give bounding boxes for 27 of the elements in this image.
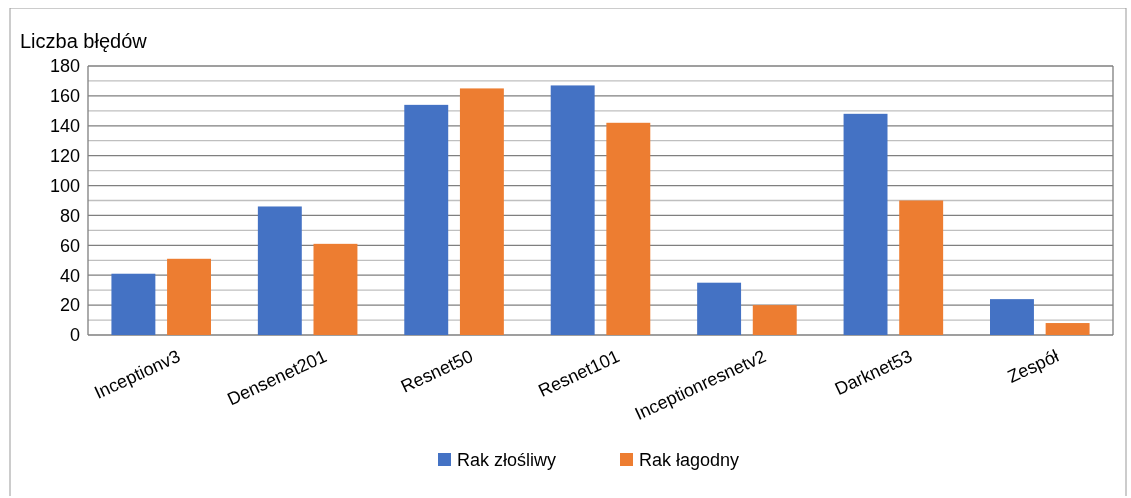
legend-label: Rak łagodny <box>639 450 740 471</box>
y-tick-label: 20 <box>59 295 80 316</box>
bar <box>167 258 211 335</box>
y-tick-label: 80 <box>59 205 80 226</box>
bar <box>697 282 742 335</box>
y-tick-label: 60 <box>59 235 80 256</box>
y-tick-label: 100 <box>49 175 80 196</box>
bar <box>606 122 651 335</box>
bar <box>550 85 595 335</box>
y-tick-label: 140 <box>49 116 80 137</box>
bar <box>257 206 302 335</box>
y-axis-title: Liczba błędów <box>20 30 148 52</box>
bar <box>899 200 944 335</box>
y-tick-label: 40 <box>59 265 80 286</box>
bar <box>1045 323 1090 335</box>
legend-label: Rak złośliwy <box>457 450 557 471</box>
y-tick-label: 160 <box>49 86 80 107</box>
bar <box>990 299 1034 335</box>
bar <box>459 88 504 335</box>
y-tick-label: 120 <box>49 145 80 166</box>
y-tick-label: 180 <box>49 56 80 77</box>
y-tick-label: 0 <box>69 325 80 346</box>
bar <box>313 243 358 335</box>
bar <box>843 113 888 335</box>
bar <box>404 104 449 335</box>
bar <box>111 273 156 335</box>
bar <box>752 305 797 335</box>
